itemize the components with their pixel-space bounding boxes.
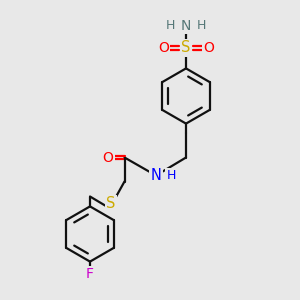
Text: F: F: [86, 268, 94, 281]
Text: O: O: [158, 41, 169, 55]
Text: O: O: [103, 151, 113, 164]
Text: H: H: [166, 19, 175, 32]
Text: N: N: [151, 168, 161, 183]
Text: S: S: [106, 196, 116, 211]
Text: H: H: [166, 169, 176, 182]
Text: O: O: [203, 41, 214, 55]
Text: N: N: [181, 19, 191, 32]
Text: H: H: [197, 19, 206, 32]
Text: S: S: [181, 40, 191, 56]
